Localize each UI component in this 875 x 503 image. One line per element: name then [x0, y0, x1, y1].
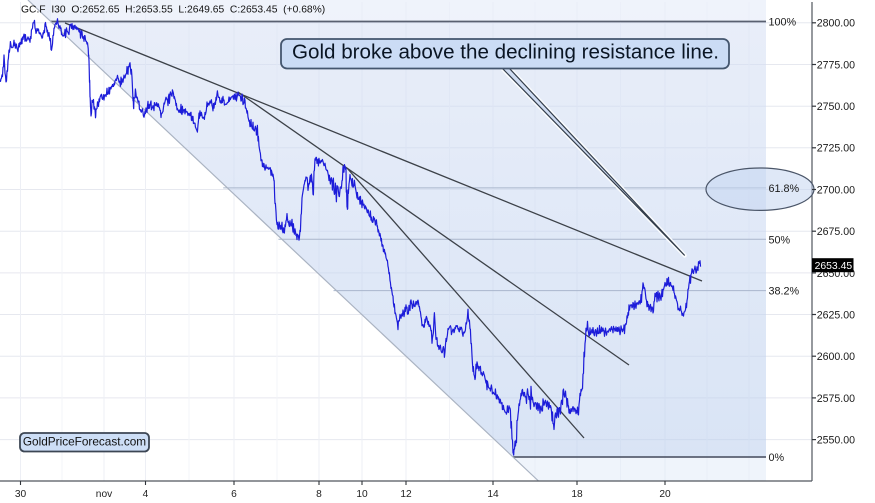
svg-text:30: 30	[15, 489, 27, 500]
svg-text:2600.00: 2600.00	[817, 351, 855, 363]
svg-text:2625.00: 2625.00	[817, 309, 855, 321]
svg-text:nov: nov	[96, 489, 113, 500]
svg-text:50%: 50%	[769, 235, 791, 247]
svg-text:38.2%: 38.2%	[769, 286, 800, 298]
svg-text:2750.00: 2750.00	[817, 101, 855, 113]
svg-text:4: 4	[143, 489, 149, 500]
svg-text:2575.00: 2575.00	[817, 393, 855, 405]
svg-text:2725.00: 2725.00	[817, 143, 855, 155]
svg-text:61.8%: 61.8%	[769, 183, 800, 195]
svg-text:6: 6	[231, 489, 237, 500]
svg-text:2675.00: 2675.00	[817, 226, 855, 238]
svg-text:20: 20	[659, 489, 671, 500]
svg-text:Gold broke above the declining: Gold broke above the declining resistanc…	[292, 41, 719, 64]
svg-text:18: 18	[571, 489, 583, 500]
svg-text:GC.F I30 O:2652.65 H:2653.5: GC.F I30 O:2652.65 H:2653.55 L:2649.65 C…	[21, 4, 325, 15]
svg-text:10: 10	[356, 489, 368, 500]
svg-text:2653.45: 2653.45	[815, 261, 853, 272]
svg-text:12: 12	[400, 489, 412, 500]
svg-text:2775.00: 2775.00	[817, 59, 855, 71]
svg-text:2800.00: 2800.00	[817, 18, 855, 30]
svg-text:GoldPriceForecast.com: GoldPriceForecast.com	[23, 435, 146, 449]
svg-text:100%: 100%	[769, 16, 797, 28]
svg-text:14: 14	[487, 489, 499, 500]
svg-text:2700.00: 2700.00	[817, 184, 855, 196]
svg-text:0%: 0%	[769, 452, 785, 464]
svg-text:2550.00: 2550.00	[817, 434, 855, 446]
svg-text:8: 8	[316, 489, 322, 500]
